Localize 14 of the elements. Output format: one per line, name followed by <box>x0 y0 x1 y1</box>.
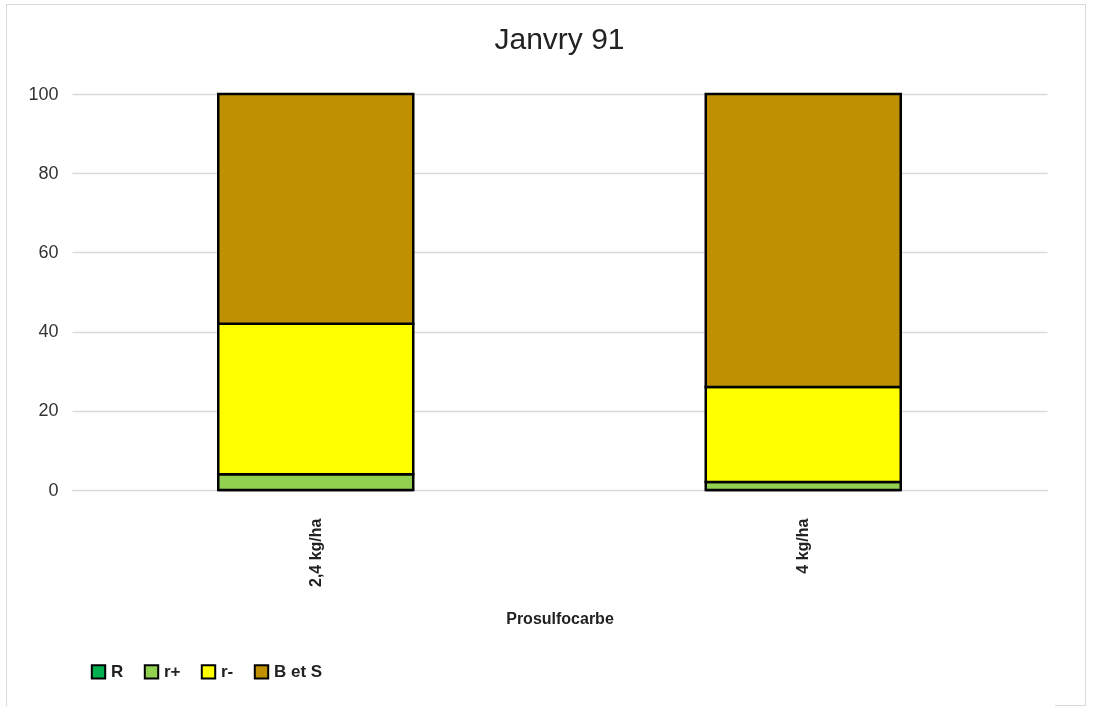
y-tick-label: 60 <box>38 241 59 262</box>
y-tick-label: 100 <box>28 83 59 104</box>
x-axis-title: Prosulfocarbe <box>506 609 614 627</box>
legend-label: r- <box>221 661 234 681</box>
y-tick-label: 80 <box>38 162 59 183</box>
legend-label: r+ <box>164 661 181 681</box>
y-tick-label: 40 <box>38 321 59 342</box>
chart-title: Janvry 91 <box>494 22 625 55</box>
x-tick-label: 4 kg/ha <box>794 518 812 574</box>
legend-label: B et S <box>274 661 323 681</box>
y-tick-label: 20 <box>38 400 59 421</box>
x-tick-label: 2,4 kg/ha <box>306 518 324 587</box>
legend-label: R <box>111 661 124 681</box>
y-tick-label: 0 <box>48 479 59 500</box>
